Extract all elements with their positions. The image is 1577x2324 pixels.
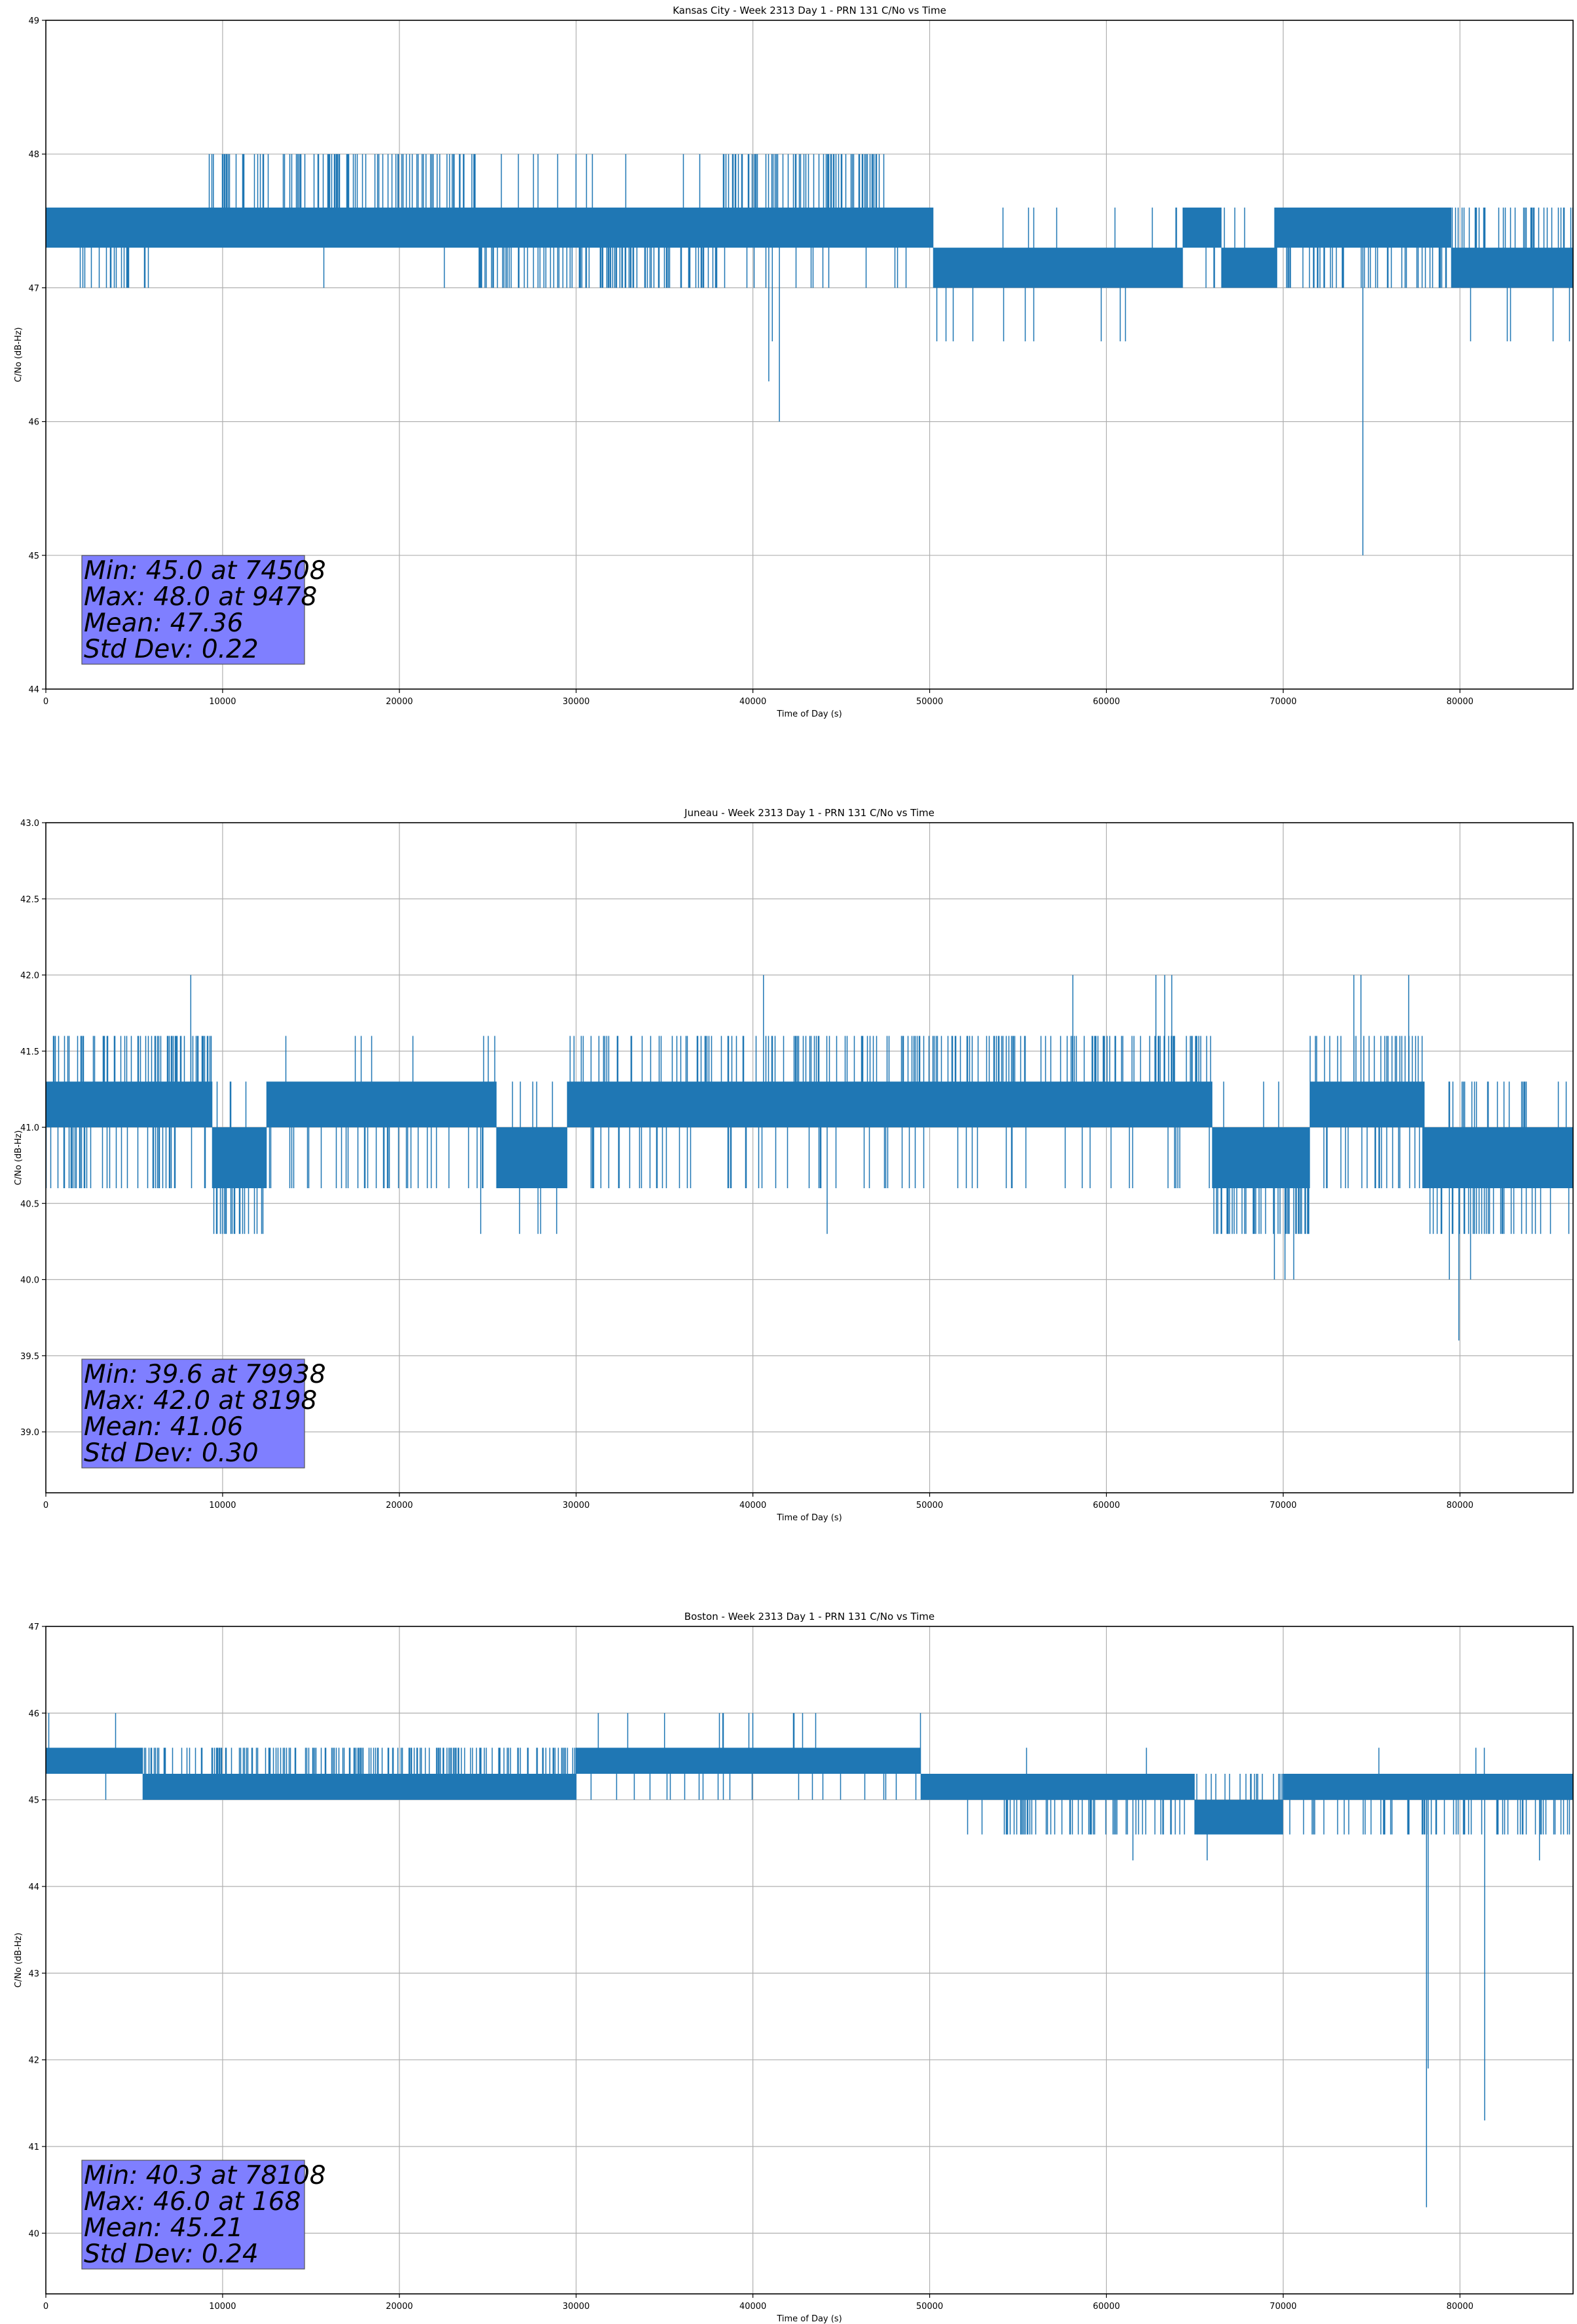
stats-line: Max: 42.0 at 8198 — [84, 1386, 317, 1415]
x-tick-label: 50000 — [916, 697, 943, 707]
y-tick-label: 43 — [28, 1969, 39, 1979]
chart-title: Boston - Week 2313 Day 1 - PRN 131 C/No … — [684, 1611, 935, 1622]
x-tick-label: 40000 — [739, 2302, 766, 2312]
stats-line: Max: 48.0 at 9478 — [84, 582, 317, 612]
y-tick-label: 45 — [28, 552, 39, 561]
x-tick-label: 80000 — [1447, 697, 1474, 707]
x-tick-label: 70000 — [1270, 2302, 1297, 2312]
series-line — [45, 154, 1574, 555]
stats-line: Min: 39.6 at 79938 — [84, 1360, 326, 1389]
stats-line: Mean: 45.21 — [84, 2213, 243, 2243]
x-tick-label: 10000 — [209, 697, 236, 707]
x-axis-label: Time of Day (s) — [776, 709, 842, 719]
chart-title: Kansas City - Week 2313 Day 1 - PRN 131 … — [673, 5, 946, 16]
plot-frame — [45, 1626, 1574, 2295]
stats-box — [81, 555, 305, 665]
y-axis-label: C/No (dB-Hz) — [14, 1933, 24, 1988]
x-tick-label: 50000 — [916, 1501, 943, 1510]
x-tick-label: 40000 — [739, 1501, 766, 1510]
y-tick-label: 47 — [28, 1622, 39, 1632]
chart-title: Juneau - Week 2313 Day 1 - PRN 131 C/No … — [684, 807, 935, 819]
stats-box — [81, 2160, 305, 2270]
x-tick-label: 0 — [43, 1501, 48, 1510]
stats-line: Std Dev: 0.30 — [84, 1438, 259, 1468]
x-tick-label: 80000 — [1447, 1501, 1474, 1510]
y-tick-label: 46 — [28, 418, 39, 428]
stats-line: Min: 45.0 at 74508 — [84, 556, 326, 586]
y-tick-label: 41.0 — [20, 1123, 39, 1133]
y-tick-label: 40 — [28, 2229, 39, 2239]
x-tick-label: 60000 — [1093, 697, 1120, 707]
x-tick-label: 70000 — [1270, 1501, 1297, 1510]
stats-line: Std Dev: 0.24 — [84, 2240, 259, 2269]
y-tick-label: 45 — [28, 1796, 39, 1806]
series-line — [45, 975, 1574, 1341]
y-tick-label: 40.5 — [20, 1199, 39, 1209]
x-tick-label: 60000 — [1093, 1501, 1120, 1510]
y-tick-label: 39.0 — [20, 1428, 39, 1438]
y-tick-label: 40.0 — [20, 1276, 39, 1286]
stats-line: Min: 40.3 at 78108 — [84, 2161, 326, 2190]
y-tick-label: 43.0 — [20, 819, 39, 829]
series-line — [45, 1713, 1574, 2207]
stats-line: Mean: 47.36 — [84, 609, 243, 638]
stats-box — [81, 1359, 305, 1469]
chart-panel-3: 0 10000 20000 30000 40000 50000 60000 70000 8000… — [14, 1611, 1574, 2324]
x-tick-label: 80000 — [1447, 2302, 1474, 2312]
x-tick-label: 70000 — [1270, 697, 1297, 707]
chart-panel-1: 0 10000 20000 30000 40000 50000 60000 70000 8000… — [14, 5, 1574, 719]
x-axis-label: Time of Day (s) — [776, 2314, 842, 2324]
x-tick-label: 10000 — [209, 1501, 236, 1510]
x-tick-label: 30000 — [563, 697, 589, 707]
x-tick-label: 30000 — [563, 1501, 589, 1510]
y-tick-label: 49 — [28, 16, 39, 26]
y-tick-label: 42 — [28, 2056, 39, 2066]
y-tick-label: 42.0 — [20, 971, 39, 981]
y-tick-label: 46 — [28, 1709, 39, 1719]
x-tick-label: 0 — [43, 697, 48, 707]
y-tick-label: 44 — [28, 1883, 39, 1892]
y-tick-label: 41 — [28, 2143, 39, 2152]
x-tick-label: 20000 — [386, 697, 413, 707]
plot-frame — [45, 822, 1574, 1493]
stats-line: Max: 46.0 at 168 — [84, 2187, 301, 2217]
x-tick-label: 10000 — [209, 2302, 236, 2312]
x-tick-label: 20000 — [386, 1501, 413, 1510]
x-tick-label: 30000 — [563, 2302, 589, 2312]
stats-line: Mean: 41.06 — [84, 1412, 243, 1442]
x-tick-label: 60000 — [1093, 2302, 1120, 2312]
y-tick-label: 47 — [28, 284, 39, 293]
x-tick-label: 40000 — [739, 697, 766, 707]
x-tick-label: 0 — [43, 2302, 48, 2312]
x-tick-label: 20000 — [386, 2302, 413, 2312]
y-tick-label: 42.5 — [20, 895, 39, 905]
y-tick-label: 39.5 — [20, 1352, 39, 1362]
plot-frame — [45, 20, 1574, 690]
y-tick-label: 48 — [28, 150, 39, 160]
y-axis-label: C/No (dB-Hz) — [14, 328, 24, 383]
x-tick-label: 50000 — [916, 2302, 943, 2312]
chart-panel-2: 0 10000 20000 30000 40000 50000 60000 70000 8000… — [14, 807, 1574, 1523]
y-tick-label: 41.5 — [20, 1047, 39, 1057]
stats-line: Std Dev: 0.22 — [84, 635, 259, 664]
y-axis-label: C/No (dB-Hz) — [14, 1131, 24, 1186]
x-axis-label: Time of Day (s) — [776, 1513, 842, 1523]
y-tick-label: 44 — [28, 685, 39, 695]
